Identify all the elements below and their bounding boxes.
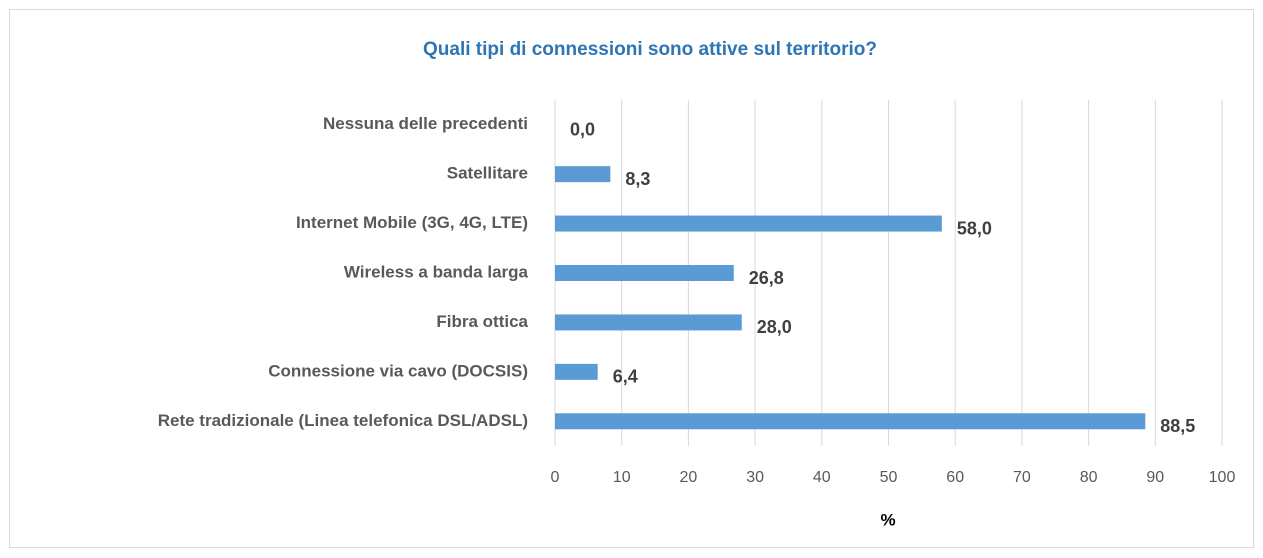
x-tick-label: 0	[551, 469, 560, 486]
x-tick-label: 50	[880, 469, 898, 486]
x-tick-label: 70	[1013, 469, 1031, 486]
y-tick-label: Satellitare	[447, 164, 528, 183]
y-tick-label: Internet Mobile (3G, 4G, LTE)	[296, 213, 528, 232]
x-tick-label: 40	[813, 469, 831, 486]
data-label: 0,0	[570, 119, 595, 139]
y-tick-label: Rete tradizionale (Linea telefonica DSL/…	[158, 411, 528, 430]
x-tick-label: 30	[746, 469, 764, 486]
data-label: 8,3	[625, 169, 650, 189]
bar	[555, 413, 1146, 430]
x-tick-label: 60	[946, 469, 964, 486]
x-tick-label: 20	[680, 469, 698, 486]
bar	[555, 215, 942, 232]
x-tick-label: 100	[1209, 469, 1236, 486]
data-label: 26,8	[749, 268, 784, 288]
bar	[555, 314, 742, 331]
data-label: 88,5	[1160, 416, 1195, 436]
bar	[555, 265, 734, 281]
bar	[555, 363, 598, 380]
x-tick-label: 90	[1146, 469, 1164, 486]
data-label: 6,4	[613, 367, 638, 387]
y-tick-label: Wireless a banda larga	[344, 262, 529, 281]
x-tick-label: 10	[613, 469, 631, 486]
bar	[555, 166, 611, 183]
y-tick-label: Connessione via cavo (DOCSIS)	[268, 361, 528, 380]
y-tick-label: Fibra ottica	[436, 312, 528, 331]
y-tick-label: Nessuna delle precedenti	[323, 114, 528, 133]
data-label: 28,0	[757, 317, 792, 337]
data-label: 58,0	[957, 218, 992, 238]
x-tick-label: 80	[1080, 469, 1098, 486]
x-axis-title: %	[880, 510, 895, 529]
chart-title: Quali tipi di connessioni sono attive su…	[423, 39, 877, 60]
